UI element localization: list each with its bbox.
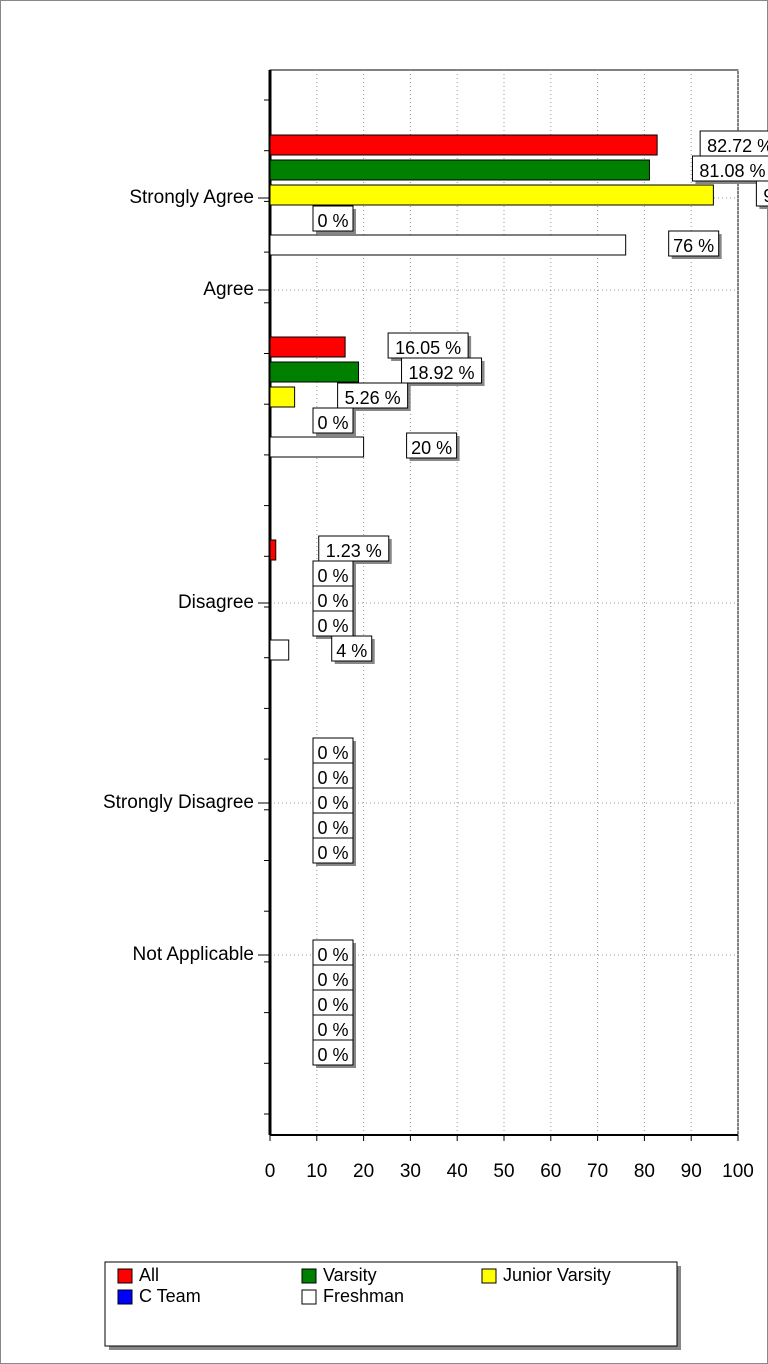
y-tick-label: Strongly Disagree: [103, 792, 254, 813]
value-label: 0 %: [317, 413, 348, 433]
value-label: 0 %: [317, 843, 348, 863]
legend-label: C Team: [139, 1286, 201, 1306]
value-label-box: [401, 357, 483, 384]
y-tick-label: Agree: [203, 279, 254, 300]
value-label: 76 %: [673, 236, 714, 256]
value-label-box: [312, 762, 354, 789]
value-label-box: [312, 610, 354, 637]
x-tick-label: 50: [493, 1161, 514, 1182]
x-tick-label: 40: [447, 1161, 468, 1182]
value-label: 94.74 %: [763, 186, 768, 206]
bar: [269, 234, 627, 256]
value-label-box: [312, 205, 354, 232]
legend-box: [104, 1261, 678, 1347]
value-label-box: [668, 230, 720, 257]
bar: [269, 184, 714, 206]
value-label: 5.26 %: [345, 388, 401, 408]
value-label: 20 %: [411, 438, 452, 458]
value-label-box: [312, 787, 354, 814]
value-label-box: [318, 535, 390, 562]
bar: [269, 639, 290, 661]
legend-swatch: [117, 1268, 133, 1284]
bar: [269, 436, 365, 458]
value-label-box: [312, 989, 354, 1016]
x-tick-label: 70: [587, 1161, 608, 1182]
value-label-box: [755, 180, 768, 207]
value-label: 0 %: [317, 995, 348, 1015]
value-label-box: [312, 737, 354, 764]
value-label-box: [312, 407, 354, 434]
x-tick-label: 90: [681, 1161, 702, 1182]
value-label: 1.23 %: [326, 541, 382, 561]
y-tick-label: Not Applicable: [133, 944, 254, 965]
value-label: 0 %: [317, 793, 348, 813]
value-label: 0 %: [317, 591, 348, 611]
value-label: 0 %: [317, 566, 348, 586]
legend-label: All: [139, 1265, 159, 1285]
bar: [269, 539, 277, 561]
value-label: 0 %: [317, 1045, 348, 1065]
bar: [269, 361, 360, 383]
value-label-box: [312, 585, 354, 612]
value-label-box: [312, 560, 354, 587]
bar: [269, 336, 346, 358]
y-tick-label: Disagree: [178, 592, 254, 613]
legend-label: Junior Varsity: [503, 1265, 611, 1285]
legend-swatch: [117, 1289, 133, 1305]
bar: [269, 134, 658, 156]
value-label: 0 %: [317, 1020, 348, 1040]
legend-swatch: [301, 1289, 317, 1305]
value-label: 0 %: [317, 211, 348, 231]
bar: [269, 386, 296, 408]
x-tick-label: 60: [540, 1161, 561, 1182]
x-tick-label: 30: [400, 1161, 421, 1182]
x-tick-label: 80: [634, 1161, 655, 1182]
value-label: 0 %: [317, 768, 348, 788]
value-label-box: [312, 837, 354, 864]
value-label-box: [312, 964, 354, 991]
value-label: 0 %: [317, 945, 348, 965]
legend-label: Varsity: [323, 1265, 377, 1285]
x-tick-label: 10: [306, 1161, 327, 1182]
legend-label: Freshman: [323, 1286, 404, 1306]
legend-swatch: [301, 1268, 317, 1284]
legend-swatch: [481, 1268, 497, 1284]
bar: [269, 159, 650, 181]
value-label: 18.92 %: [409, 363, 475, 383]
value-label-box: [312, 812, 354, 839]
y-tick-label: Strongly Agree: [129, 187, 254, 208]
value-label-box: [331, 635, 373, 662]
value-label: 4 %: [336, 641, 367, 661]
value-label: 0 %: [317, 616, 348, 636]
value-label-box: [387, 332, 469, 359]
value-label: 82.72 %: [707, 136, 768, 156]
value-label: 0 %: [317, 970, 348, 990]
value-label-box: [691, 155, 768, 182]
x-tick-label: 100: [722, 1161, 754, 1182]
value-label: 16.05 %: [395, 338, 461, 358]
value-label-box: [337, 382, 409, 409]
value-label: 81.08 %: [699, 161, 765, 181]
value-label-box: [406, 432, 458, 459]
value-label: 0 %: [317, 743, 348, 763]
x-tick-label: 0: [265, 1161, 276, 1182]
value-label: 0 %: [317, 818, 348, 838]
x-tick-label: 20: [353, 1161, 374, 1182]
value-label-box: [312, 1039, 354, 1066]
